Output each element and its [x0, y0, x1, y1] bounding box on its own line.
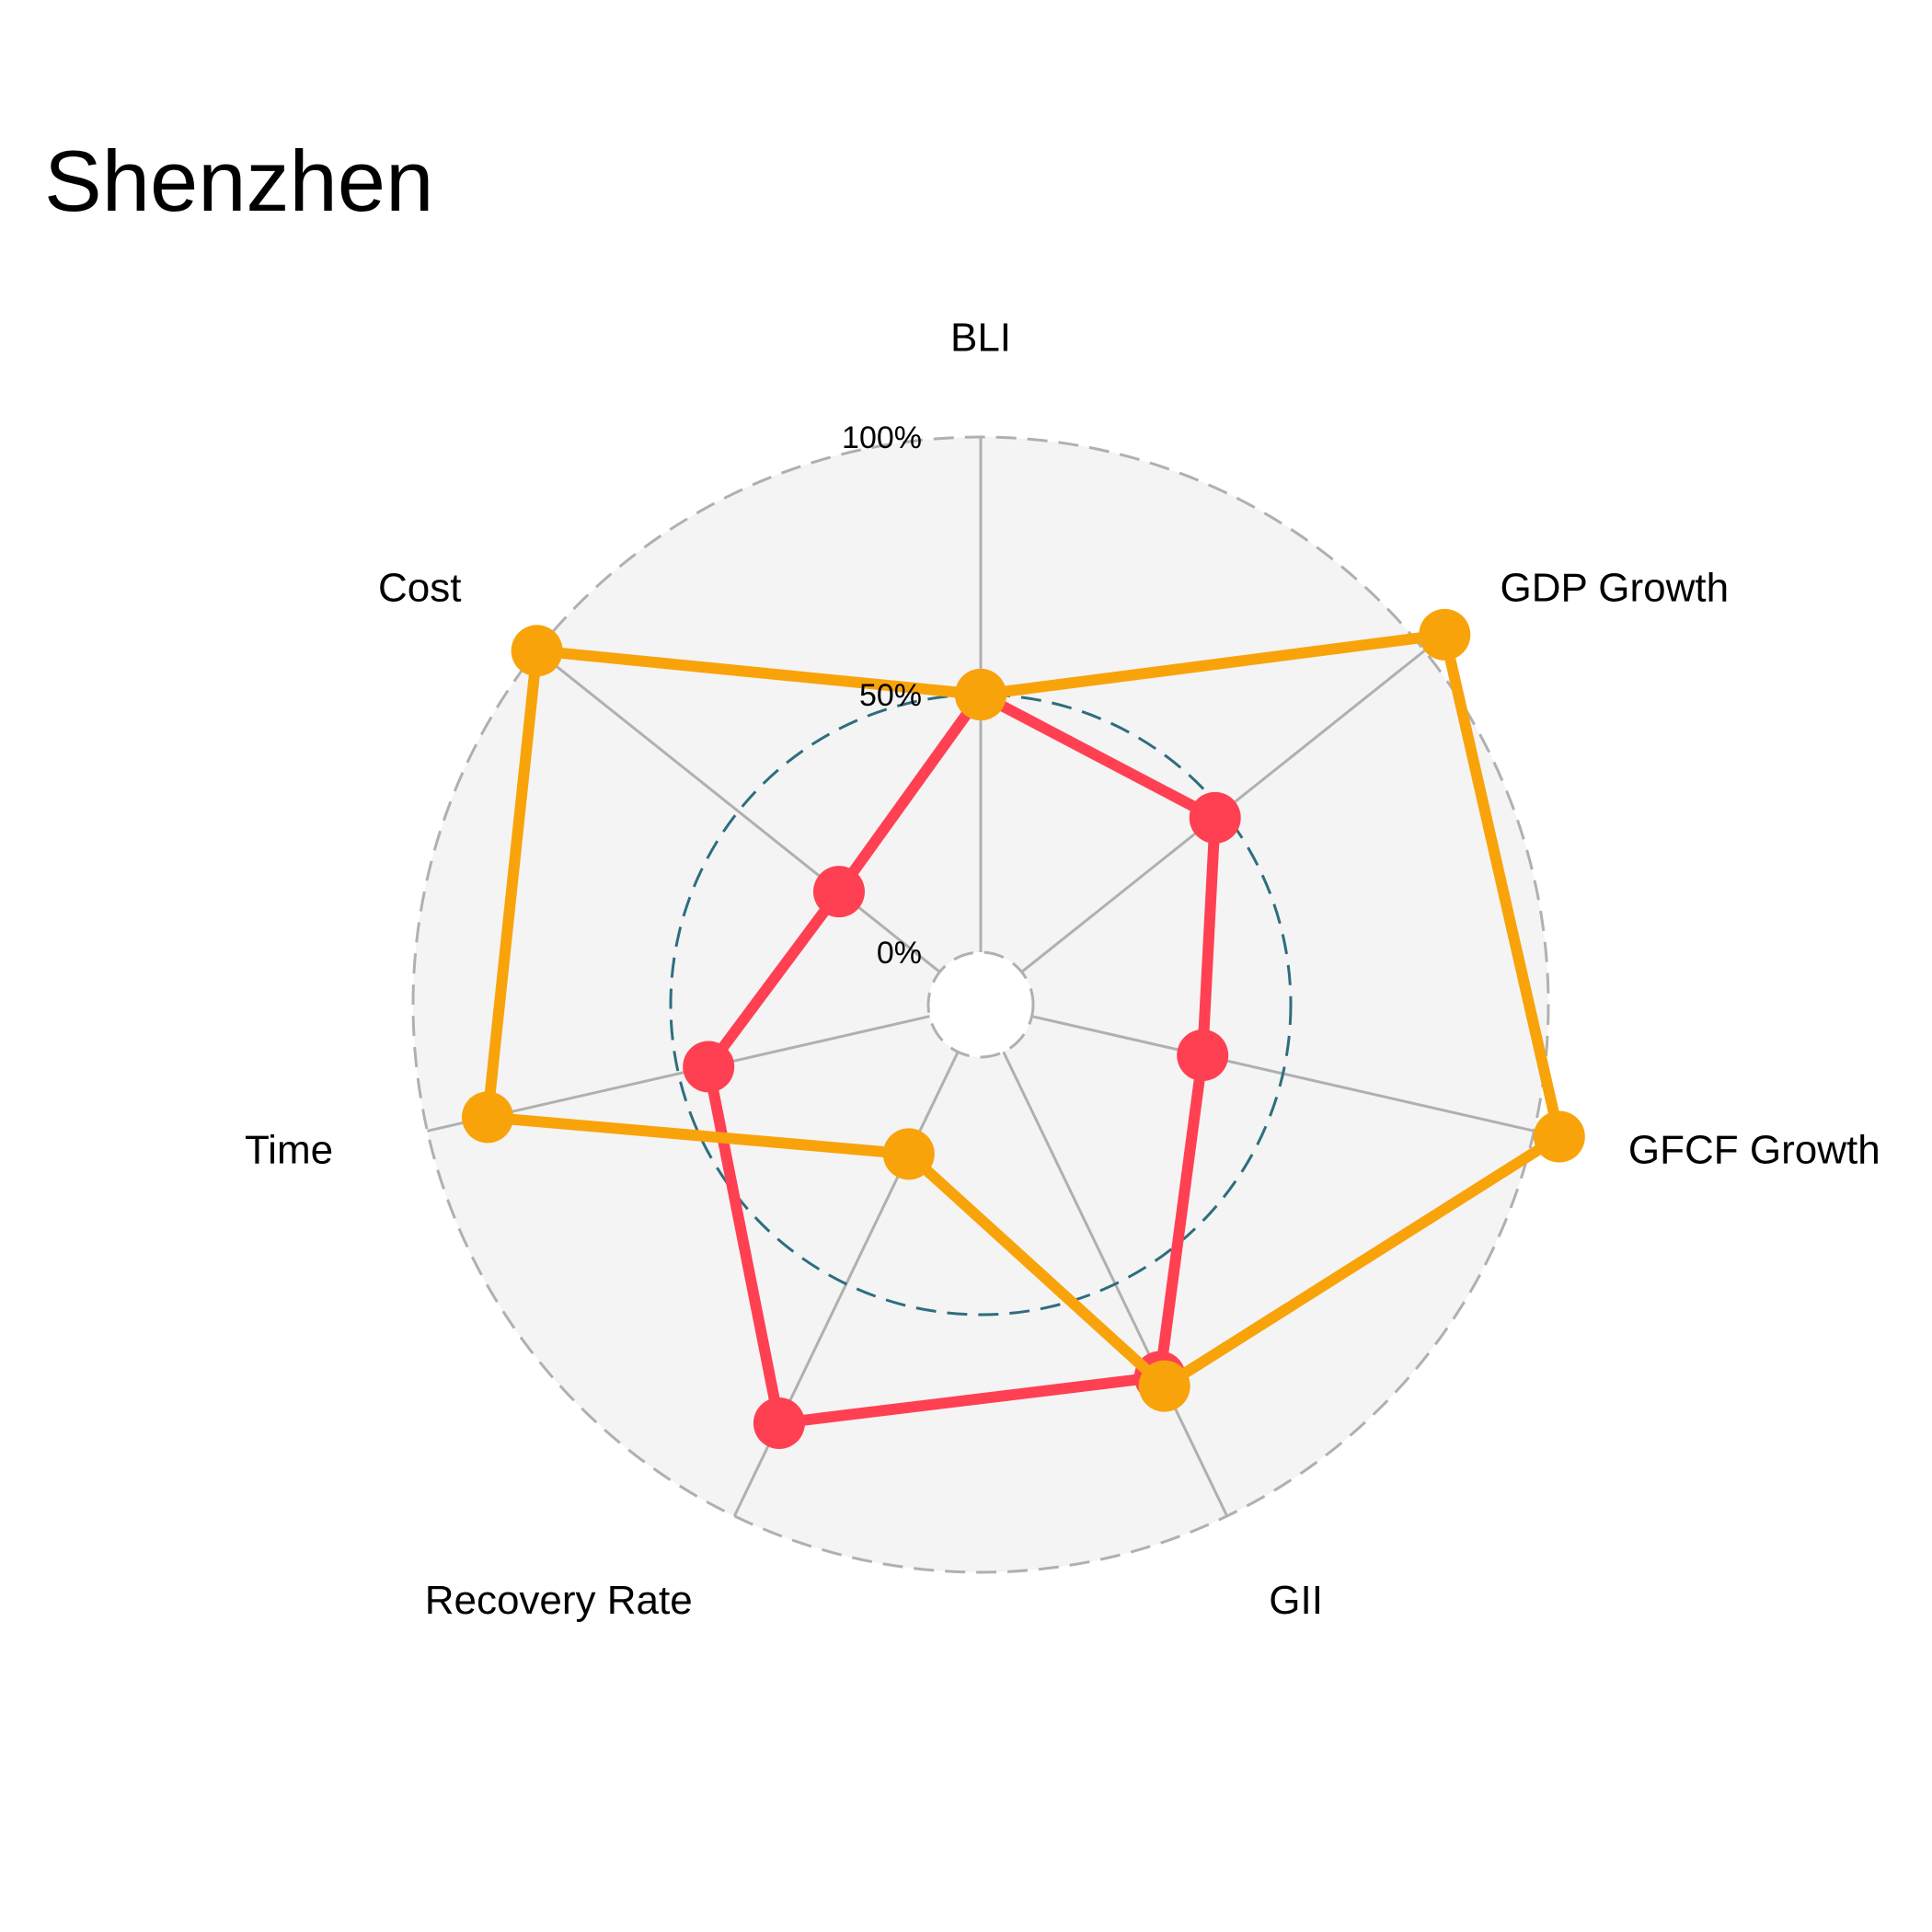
series-2-point-time: [461, 1091, 513, 1144]
axis-label-cost: Cost: [378, 565, 461, 610]
series-2-line: [481, 628, 1565, 1392]
spoke-cost: [535, 650, 941, 973]
rings: [411, 435, 1550, 1574]
series-1-point-recovery-rate: [753, 1397, 805, 1449]
series-1-point-cost: [812, 866, 865, 918]
tick-labels: 0% 50% 100%: [842, 420, 922, 971]
series-2-point-recovery-rate: [882, 1128, 935, 1180]
ring-100: [411, 435, 1550, 1574]
series-2-point-cost: [511, 625, 563, 677]
series-1-point-time: [683, 1041, 735, 1093]
series-2-point-bli: [955, 669, 1006, 720]
ring-0: [926, 950, 1035, 1059]
series-1-line: [703, 689, 1221, 1429]
series-2-point-gii: [1138, 1360, 1190, 1412]
axis-label-bli: BLI: [950, 316, 1011, 361]
tick-label-0: 0%: [877, 936, 922, 971]
axis-label-recovery-rate: Recovery Rate: [425, 1578, 693, 1623]
background-disc: [413, 437, 1548, 1572]
tick-label-50: 50%: [859, 678, 922, 713]
series-2-point-gdp-growth: [1419, 608, 1471, 661]
ring-50: [669, 693, 1293, 1317]
axis-label-time: Time: [245, 1127, 333, 1172]
series-layer: [461, 608, 1585, 1449]
series-2: [461, 608, 1585, 1412]
axis-label-gii: GII: [1269, 1578, 1323, 1623]
series-2-point-gfcf-growth: [1533, 1110, 1585, 1163]
tick-label-100: 100%: [842, 420, 922, 455]
axis-label-gdp-growth: GDP Growth: [1500, 565, 1729, 610]
axis-label-gfcf-growth: GFCF Growth: [1628, 1127, 1880, 1172]
axis-labels: BLI GDP Growth GFCF Growth GII Recovery Rate…: [245, 316, 1880, 1623]
background-layer: [413, 437, 1548, 1572]
chart-title: Shenzhen: [44, 132, 434, 229]
series-1-point-gfcf-growth: [1177, 1029, 1229, 1082]
series-1-point-gdp-growth: [1189, 791, 1241, 844]
